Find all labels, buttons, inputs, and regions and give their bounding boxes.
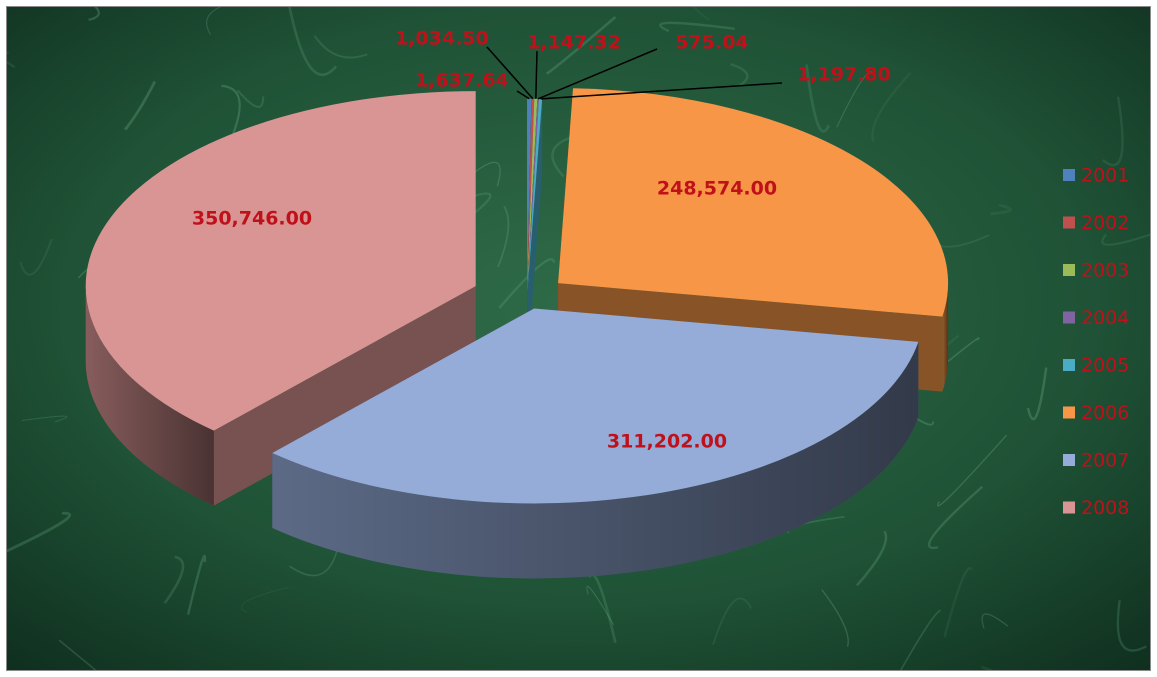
slice-top — [527, 98, 543, 294]
marble-vein — [990, 203, 1012, 216]
legend-label-2006: 2006 — [1081, 402, 1129, 424]
data-label-2007: 311,202.00 — [607, 431, 727, 453]
marble-vein — [1101, 233, 1150, 246]
data-label-2003: 1,147.32 — [527, 32, 621, 54]
marble-vein — [586, 585, 615, 626]
marble-vein — [7, 511, 72, 553]
data-label-2002: 1,034.50 — [395, 28, 489, 50]
slice-top — [272, 308, 919, 504]
marble-vein — [730, 63, 749, 87]
slice-rim-shade — [85, 286, 214, 506]
legend-label-2003: 2003 — [1081, 260, 1129, 282]
legend-swatch-2001 — [1063, 169, 1075, 181]
slice-top — [527, 98, 539, 294]
data-label-2006: 248,574.00 — [657, 178, 777, 200]
slice-top — [558, 88, 949, 317]
slice-rim-shade — [272, 341, 919, 579]
legend-label-2004: 2004 — [1081, 307, 1129, 329]
marble-vein — [1116, 600, 1147, 652]
legend-swatch-2007 — [1063, 454, 1075, 466]
marble-vein — [58, 639, 97, 670]
legend-label-2001: 2001 — [1081, 165, 1129, 187]
marble-vein — [497, 205, 510, 268]
pie-slices — [85, 88, 949, 579]
marble-vein — [124, 80, 157, 131]
data-labels: 1,637.64 1,034.50 1,147.32 575.04 1,197.80 24… — [192, 28, 891, 453]
slice-top — [85, 91, 476, 431]
pie-slice-2007 — [272, 308, 919, 579]
marble-vein — [899, 609, 941, 670]
marble-vein — [163, 555, 185, 604]
legend-label-2002: 2002 — [1081, 212, 1129, 234]
marble-vein — [927, 485, 984, 550]
marble-vein — [712, 597, 752, 646]
marble-vein — [186, 554, 207, 615]
marble-vein — [289, 544, 340, 577]
legend-label-2008: 2008 — [1081, 497, 1129, 519]
slice-top — [527, 98, 535, 294]
marble-vein — [206, 7, 222, 35]
legend-label-2005: 2005 — [1081, 355, 1129, 377]
leader-line-2001 — [516, 90, 530, 100]
data-label-2004: 575.04 — [675, 32, 748, 54]
marble-vein — [313, 35, 368, 59]
data-label-2008: 350,746.00 — [192, 208, 312, 230]
chart-area: 1,637.64 1,034.50 1,147.32 575.04 1,197.80 24… — [6, 6, 1151, 671]
slice-rim-shade — [942, 283, 949, 392]
pie-slice-2005 — [527, 98, 543, 369]
marble-vein — [221, 84, 241, 135]
leader-line-2003 — [535, 50, 538, 99]
marble-vein — [236, 89, 265, 108]
legend-swatch-2004 — [1063, 311, 1075, 324]
marble-vein — [19, 238, 53, 276]
marble-vein — [692, 7, 710, 20]
marble-vein — [1026, 367, 1048, 421]
legend-swatch-2008 — [1063, 501, 1075, 514]
data-label-2005: 1,197.80 — [797, 64, 891, 86]
marble-vein — [937, 434, 1008, 507]
legend-swatch-2005 — [1063, 359, 1075, 371]
marble-vein — [288, 7, 338, 77]
leader-line-2004 — [537, 48, 658, 100]
legend-swatch-2006 — [1063, 406, 1075, 419]
slice-wall — [527, 98, 543, 369]
legend: 2001 2002 2003 2004 2005 2006 2007 2008 — [1063, 165, 1129, 519]
data-label-2001: 1,637.64 — [415, 70, 509, 92]
leader-line-2002 — [486, 46, 534, 100]
marble-vein — [88, 7, 100, 21]
marble-vein — [855, 530, 888, 587]
leader-line-2005 — [540, 82, 783, 100]
marble-vein — [980, 665, 994, 670]
marble-vein — [21, 415, 68, 423]
marble-vein — [545, 16, 617, 75]
legend-swatch-2002 — [1063, 216, 1075, 229]
leader-lines — [486, 46, 783, 100]
slice-top — [527, 98, 538, 294]
marble-vein — [821, 589, 849, 647]
pie-chart: 1,637.64 1,034.50 1,147.32 575.04 1,197.80 24… — [7, 7, 1150, 670]
marble-vein — [498, 258, 556, 309]
marble-vein — [473, 161, 501, 187]
marble-vein — [7, 51, 16, 68]
marble-vein — [871, 71, 912, 143]
legend-swatch-2003 — [1063, 264, 1075, 276]
legend-label-2007: 2007 — [1081, 450, 1129, 472]
slice-top — [527, 98, 532, 294]
marble-vein — [836, 71, 874, 128]
marble-vein — [659, 21, 735, 33]
marble-vein — [1101, 96, 1124, 167]
marble-vein — [943, 567, 973, 638]
marble-vein — [805, 64, 830, 133]
marble-vein — [981, 613, 1009, 629]
marble-vein — [241, 586, 290, 614]
